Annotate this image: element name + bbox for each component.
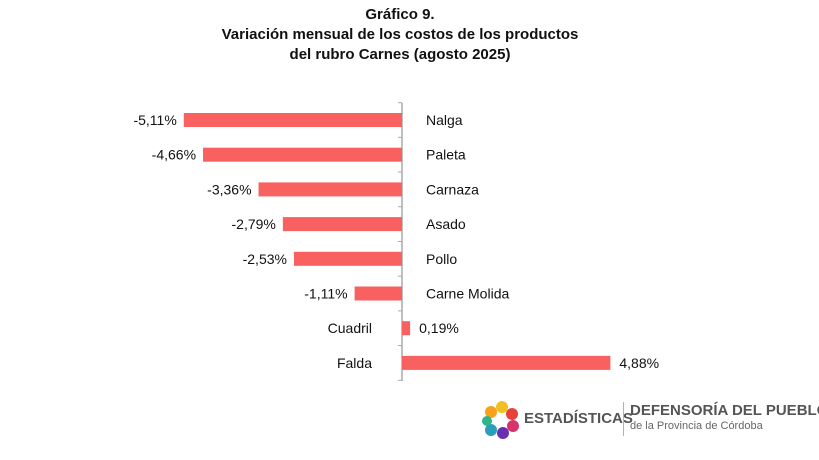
category-label: Nalga: [426, 112, 463, 128]
data-label: 0,19%: [419, 320, 459, 336]
bar-paleta: [203, 147, 402, 162]
category-label: Falda: [337, 355, 372, 371]
chart-title-line-3: del rubro Carnes (agosto 2025): [289, 46, 511, 63]
category-label: Asado: [426, 216, 466, 232]
category-label: Paleta: [426, 147, 466, 163]
data-label: -5,11%: [133, 112, 176, 128]
chart-title-line-2: Variación mensual de los costos de los p…: [221, 26, 579, 43]
data-label: 4,88%: [619, 355, 659, 371]
category-label: Carnaza: [426, 181, 479, 197]
bar-nalga: [183, 113, 402, 127]
estadisticas-label: ESTADÍSTICAS: [524, 410, 633, 427]
bar-falda: [402, 355, 611, 370]
data-label: -1,11%: [304, 286, 347, 302]
category-label: Cuadril: [328, 320, 372, 336]
category-label: Carne Molida: [426, 286, 509, 302]
defensoria-subtitle: de la Provincia de Córdoba: [630, 420, 763, 432]
data-label: -3,36%: [207, 181, 251, 197]
logo-divider: [623, 402, 624, 436]
bar-carnaza: [258, 182, 402, 197]
bar-cuadril: [402, 321, 411, 336]
category-label: Pollo: [426, 251, 457, 267]
footer-logos: ESTADÍSTICAS DEFENSORÍA DEL PUEBLO de la…: [480, 398, 819, 442]
data-label: -2,79%: [232, 216, 276, 232]
defensoria-label: DEFENSORÍA DEL PUEBLO: [630, 402, 819, 419]
bar-asado: [282, 217, 402, 232]
bar-pollo: [293, 251, 402, 266]
data-label: -2,53%: [243, 251, 287, 267]
data-label: -4,66%: [152, 147, 196, 163]
bar-carne-molida: [354, 286, 402, 301]
estadisticas-logo-icon: [482, 401, 519, 439]
chart-title-line-1: Gráfico 9.: [365, 6, 435, 23]
